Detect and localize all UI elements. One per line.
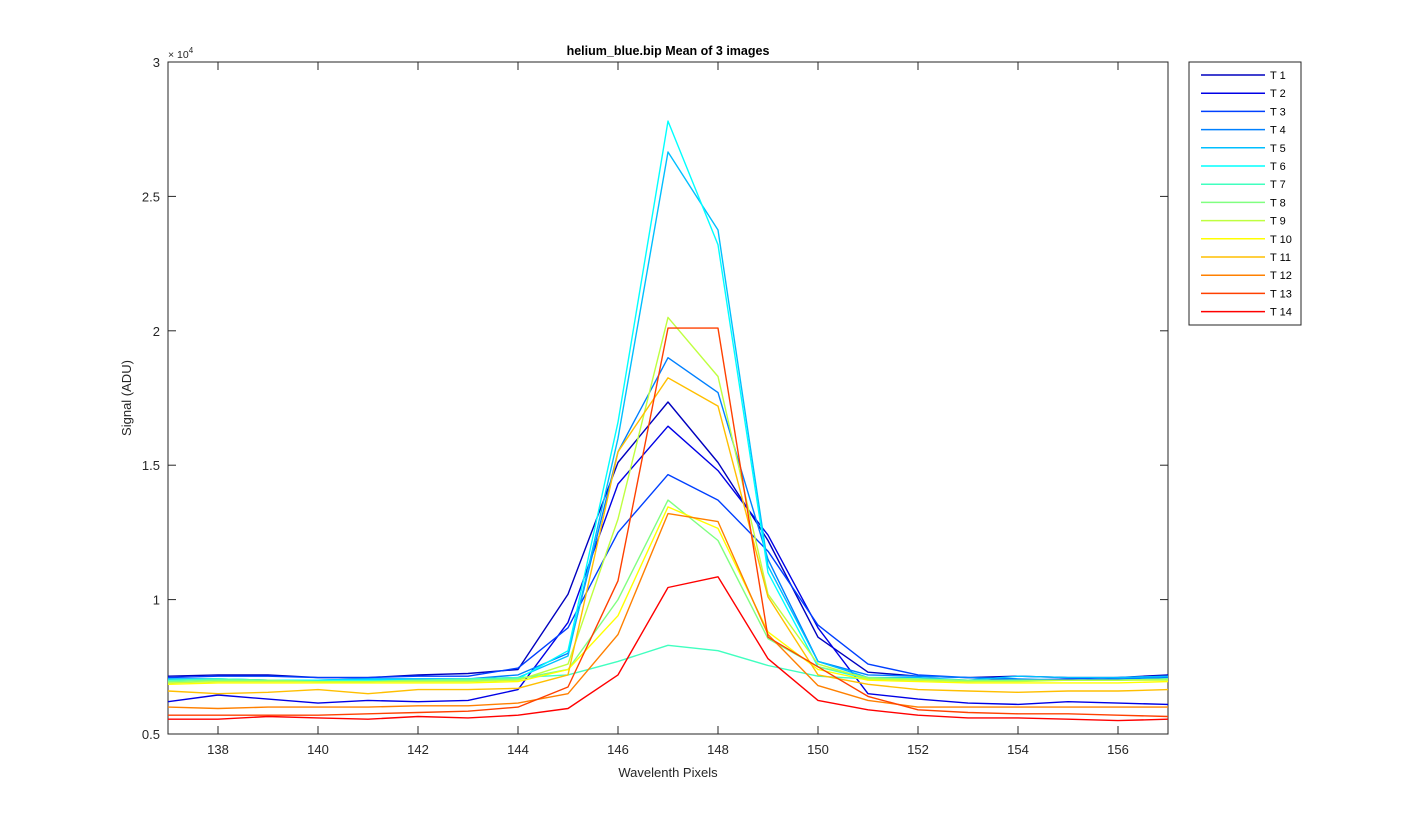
legend-label: T 7 <box>1270 179 1286 191</box>
legend[interactable]: T 1 T 2 T 3 T 4 T 5 T 6 T 7 T 8 T 9 T 10 T 11 T 12 T… <box>1188 61 1302 326</box>
series-line-13 <box>168 327 1169 718</box>
ticks-layer: 138 140 142 144 146 148 150 152 154 156 0.5 1 1.5 2 2.… <box>142 55 1168 757</box>
x-tick-label: 148 <box>707 742 729 757</box>
y-axis-exponent-power: 4 <box>189 46 194 55</box>
series-line-12 <box>167 512 1168 710</box>
legend-label: T 4 <box>1270 125 1286 137</box>
series-line-10 <box>167 506 1169 685</box>
axes-box <box>167 61 1169 735</box>
legend-item-t5[interactable]: T 5 <box>1201 143 1286 155</box>
legend-label: T 6 <box>1270 161 1286 173</box>
legend-box <box>1188 61 1302 326</box>
legend-item-t10[interactable]: T 10 <box>1201 234 1292 246</box>
legend-item-t14[interactable]: T 14 <box>1201 307 1292 319</box>
legend-item-t11[interactable]: T 11 <box>1201 252 1291 264</box>
legend-label: T 5 <box>1270 143 1286 155</box>
legend-item-t8[interactable]: T 8 <box>1201 197 1286 209</box>
legend-item-t7[interactable]: T 7 <box>1201 179 1286 191</box>
x-tick-label: 150 <box>807 742 829 757</box>
legend-item-t3[interactable]: T 3 <box>1201 106 1286 118</box>
legend-label: T 8 <box>1270 197 1286 209</box>
y-tick-label: 0.5 <box>142 727 160 742</box>
x-tick-label: 152 <box>907 742 929 757</box>
legend-item-t1[interactable]: T 1 <box>1201 70 1286 82</box>
x-tick-label: 154 <box>1007 742 1029 757</box>
y-tick-label: 2 <box>153 324 160 339</box>
x-tick-label: 138 <box>207 742 229 757</box>
legend-label: T 12 <box>1270 270 1292 282</box>
x-tick-label: 146 <box>607 742 629 757</box>
x-tick-label: 142 <box>407 742 429 757</box>
y-axis-exponent: × 104 <box>168 46 194 61</box>
legend-item-t4[interactable]: T 4 <box>1201 125 1286 137</box>
y-axis-label: Signal (ADU) <box>119 360 134 436</box>
chart-title: helium_blue.bip Mean of 3 images <box>567 44 770 58</box>
legend-item-t2[interactable]: T 2 <box>1201 88 1286 100</box>
series-line-9 <box>167 316 1168 684</box>
legend-item-t6[interactable]: T 6 <box>1201 161 1286 173</box>
series-layer <box>167 120 1169 722</box>
x-tick-label: 144 <box>507 742 529 757</box>
x-tick-label: 140 <box>307 742 329 757</box>
series-line-14 <box>168 576 1169 722</box>
series-line-3 <box>167 473 1169 681</box>
legend-label: T 11 <box>1270 252 1291 264</box>
legend-label: T 3 <box>1270 106 1286 118</box>
legend-label: T 14 <box>1270 307 1292 319</box>
legend-label: T 9 <box>1270 216 1286 228</box>
legend-items: T 1 T 2 T 3 T 4 T 5 T 6 T 7 T 8 T 9 T 10 T 11 T 12 T… <box>1201 70 1292 319</box>
legend-item-t13[interactable]: T 13 <box>1201 288 1292 300</box>
legend-label: T 13 <box>1270 288 1292 300</box>
series-line-2 <box>167 425 1169 706</box>
y-tick-label: 1.5 <box>142 458 160 473</box>
legend-item-t12[interactable]: T 12 <box>1201 270 1292 282</box>
legend-label: T 2 <box>1270 88 1286 100</box>
y-tick-label: 3 <box>153 55 160 70</box>
y-tick-label: 1 <box>153 593 160 608</box>
y-axis-exponent-base: × 10 <box>168 49 189 61</box>
legend-label: T 1 <box>1270 70 1286 82</box>
x-axis-label: Wavelenth Pixels <box>618 765 718 780</box>
y-tick-label: 2.5 <box>142 189 160 204</box>
x-tick-label: 156 <box>1107 742 1129 757</box>
legend-label: T 10 <box>1270 234 1292 246</box>
legend-item-t9[interactable]: T 9 <box>1201 216 1286 228</box>
series-line-11 <box>167 377 1169 695</box>
